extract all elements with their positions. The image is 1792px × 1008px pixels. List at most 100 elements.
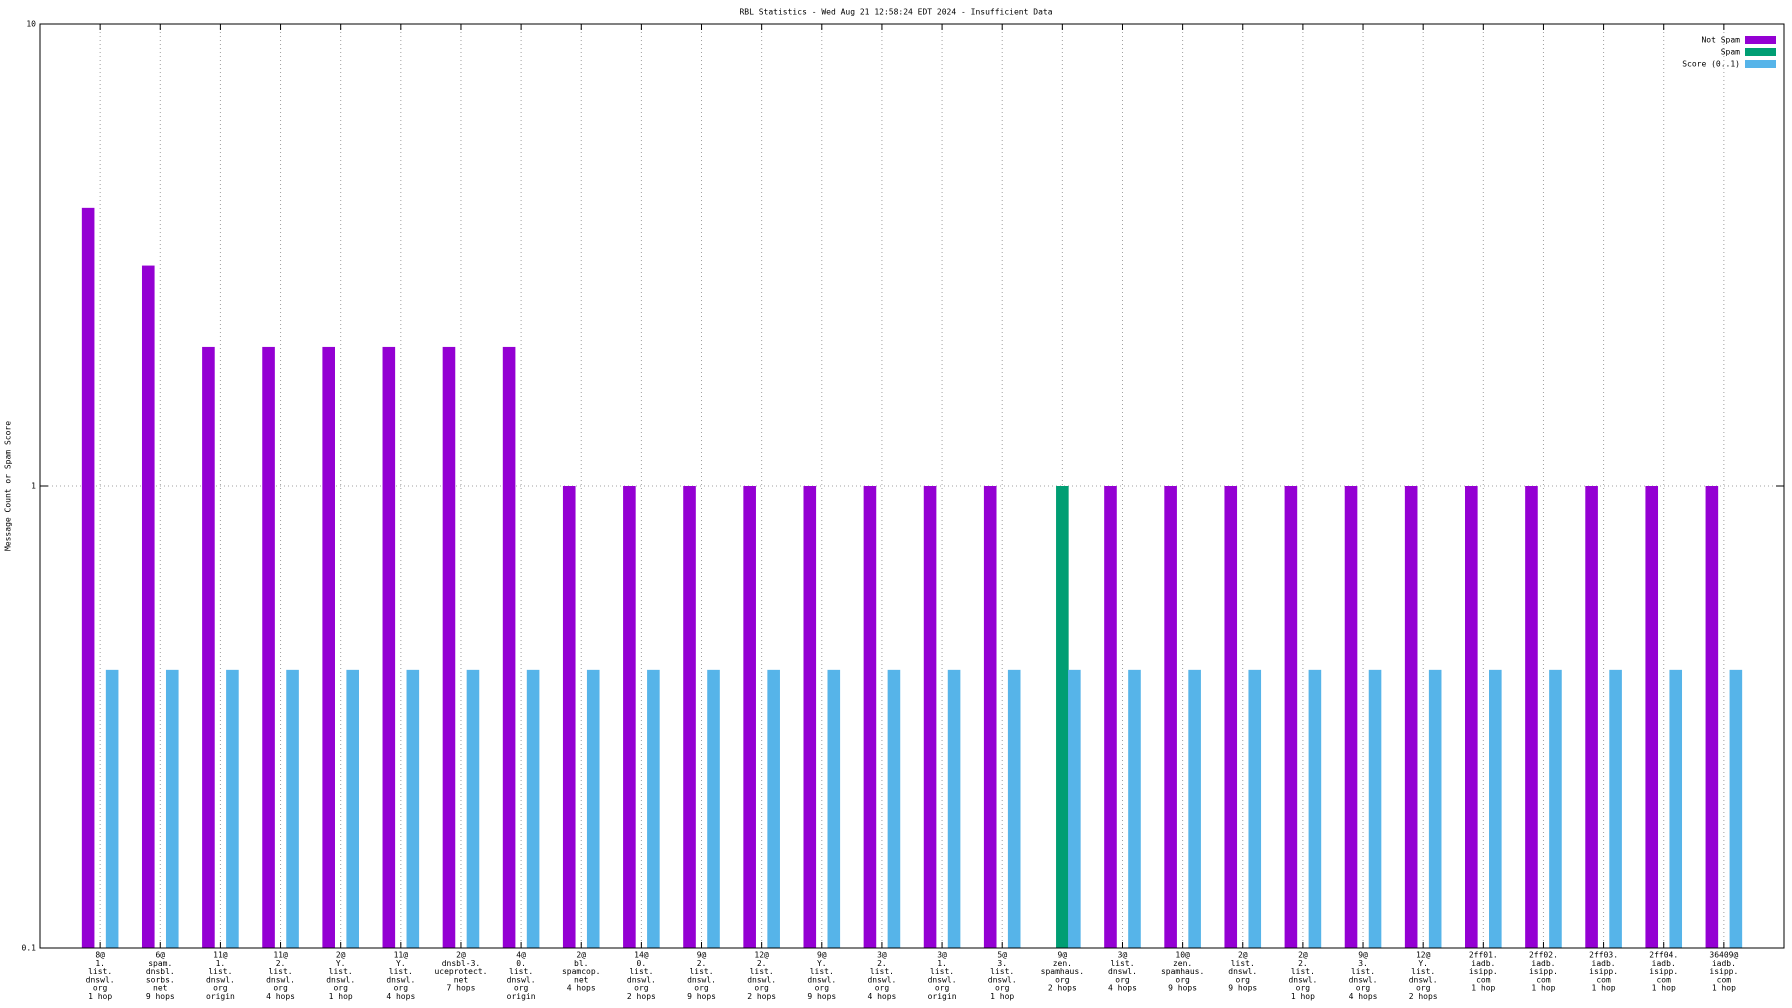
x-tick-label: spam. (148, 959, 172, 968)
bar (526, 669, 540, 948)
x-tick-label: 0. (516, 959, 526, 968)
bar (81, 207, 95, 949)
x-tick-label: 1 hop (1592, 984, 1616, 993)
bar (442, 346, 456, 948)
bar (1645, 486, 1659, 948)
x-tick-label: iadb. (1652, 959, 1676, 968)
bar (1224, 486, 1238, 948)
x-tick-label: list. (1411, 967, 1435, 976)
x-tick-label: com (1717, 975, 1732, 984)
x-tick-label: list. (750, 967, 774, 976)
x-tick-label: dnswl. (206, 975, 235, 984)
bar (262, 346, 275, 948)
x-tick-label: org (634, 984, 649, 993)
x-tick-label: net (454, 975, 469, 984)
x-tick-label: dnswl. (627, 975, 656, 984)
x-tick-label: 5@ (997, 951, 1007, 960)
x-tick-label: list. (509, 967, 533, 976)
bar (1056, 486, 1069, 948)
bar (683, 486, 696, 948)
bar (1188, 669, 1201, 948)
x-tick-label: iadb. (1531, 959, 1555, 968)
y-tick-label: 0.1 (22, 944, 37, 953)
chart-title: RBL Statistics - Wed Aug 21 12:58:24 EDT… (739, 8, 1052, 17)
bar (1729, 669, 1743, 948)
bar (1344, 486, 1358, 948)
bar (647, 669, 660, 948)
bar (1068, 669, 1081, 948)
bar (1284, 486, 1298, 948)
bar (1705, 486, 1719, 948)
x-tick-label: Y. (817, 959, 827, 968)
x-tick-label: org (93, 984, 108, 993)
bar (1164, 486, 1177, 948)
y-axis-label: Message Count or Spam Score (4, 421, 13, 551)
bar (141, 265, 155, 949)
x-tick-label: iadb. (1712, 959, 1736, 968)
x-tick-label: dnswl. (867, 975, 896, 984)
x-tick-label: org (995, 984, 1010, 993)
x-tick-label: 1 hop (1471, 984, 1495, 993)
x-tick-label: dnswl. (928, 975, 957, 984)
bar (165, 669, 179, 948)
x-tick-label: 2. (877, 959, 887, 968)
x-tick-label: 11@ (394, 951, 409, 960)
x-tick-label: 1 hop (1712, 984, 1736, 993)
bar (923, 486, 937, 948)
x-tick-label: isipp. (1469, 967, 1498, 976)
x-tick-label: list. (208, 967, 232, 976)
x-tick-label: 1 hop (1531, 984, 1555, 993)
x-tick-label: dnswl. (86, 975, 115, 984)
bar (1007, 669, 1021, 948)
x-tick-label: org (875, 984, 890, 993)
x-tick-label: org (815, 984, 830, 993)
x-tick-label: 1 hop (990, 992, 1014, 1001)
x-tick-label: 3@ (1118, 951, 1128, 960)
bar (502, 346, 516, 948)
x-tick-label: org (1236, 975, 1251, 984)
x-tick-label: 3@ (937, 951, 947, 960)
bar (863, 486, 877, 948)
x-tick-label: org (213, 984, 228, 993)
x-tick-label: 4 hops (1108, 984, 1137, 993)
bar (105, 669, 119, 948)
x-tick-label: dnsbl. (146, 967, 175, 976)
bar (707, 669, 720, 948)
x-tick-label: list. (1110, 959, 1134, 968)
x-tick-label: isipp. (1529, 967, 1558, 976)
x-tick-label: org (935, 984, 950, 993)
x-tick-label: 2@ (456, 951, 466, 960)
x-tick-label: 36409@ (1709, 951, 1738, 960)
x-tick-label: 11@ (273, 951, 288, 960)
x-tick-label: 2@ (1238, 951, 1248, 960)
x-tick-label: zen. (1173, 959, 1192, 968)
x-tick-label: com (1536, 975, 1551, 984)
x-tick-label: isipp. (1709, 967, 1738, 976)
bar (286, 669, 299, 948)
x-tick-label: org (1175, 975, 1190, 984)
bar (1104, 486, 1117, 948)
x-tick-label: sorbs. (146, 975, 175, 984)
x-tick-label: 9@ (1058, 951, 1068, 960)
bar (382, 346, 396, 948)
x-tick-label: zen. (1053, 959, 1072, 968)
bar (1404, 486, 1418, 948)
x-tick-label: com (1476, 975, 1491, 984)
bar (322, 346, 335, 948)
x-tick-label: dnswl. (1108, 967, 1137, 976)
x-tick-label: Y. (336, 959, 346, 968)
x-tick-label: org (1055, 975, 1070, 984)
x-tick-label: org (1296, 984, 1311, 993)
x-tick-label: list. (389, 967, 413, 976)
bar (1585, 486, 1598, 948)
x-tick-label: 2. (697, 959, 707, 968)
x-tick-label: org (514, 984, 529, 993)
x-tick-label: 2ff01. (1469, 951, 1498, 960)
x-tick-label: 9 hops (1228, 984, 1257, 993)
x-tick-label: org (694, 984, 709, 993)
x-tick-label: bl. (574, 959, 588, 968)
x-tick-label: origin (206, 992, 235, 1001)
legend-label: Spam (1721, 48, 1740, 57)
bar (1368, 669, 1382, 948)
x-tick-label: 9 hops (687, 992, 716, 1001)
